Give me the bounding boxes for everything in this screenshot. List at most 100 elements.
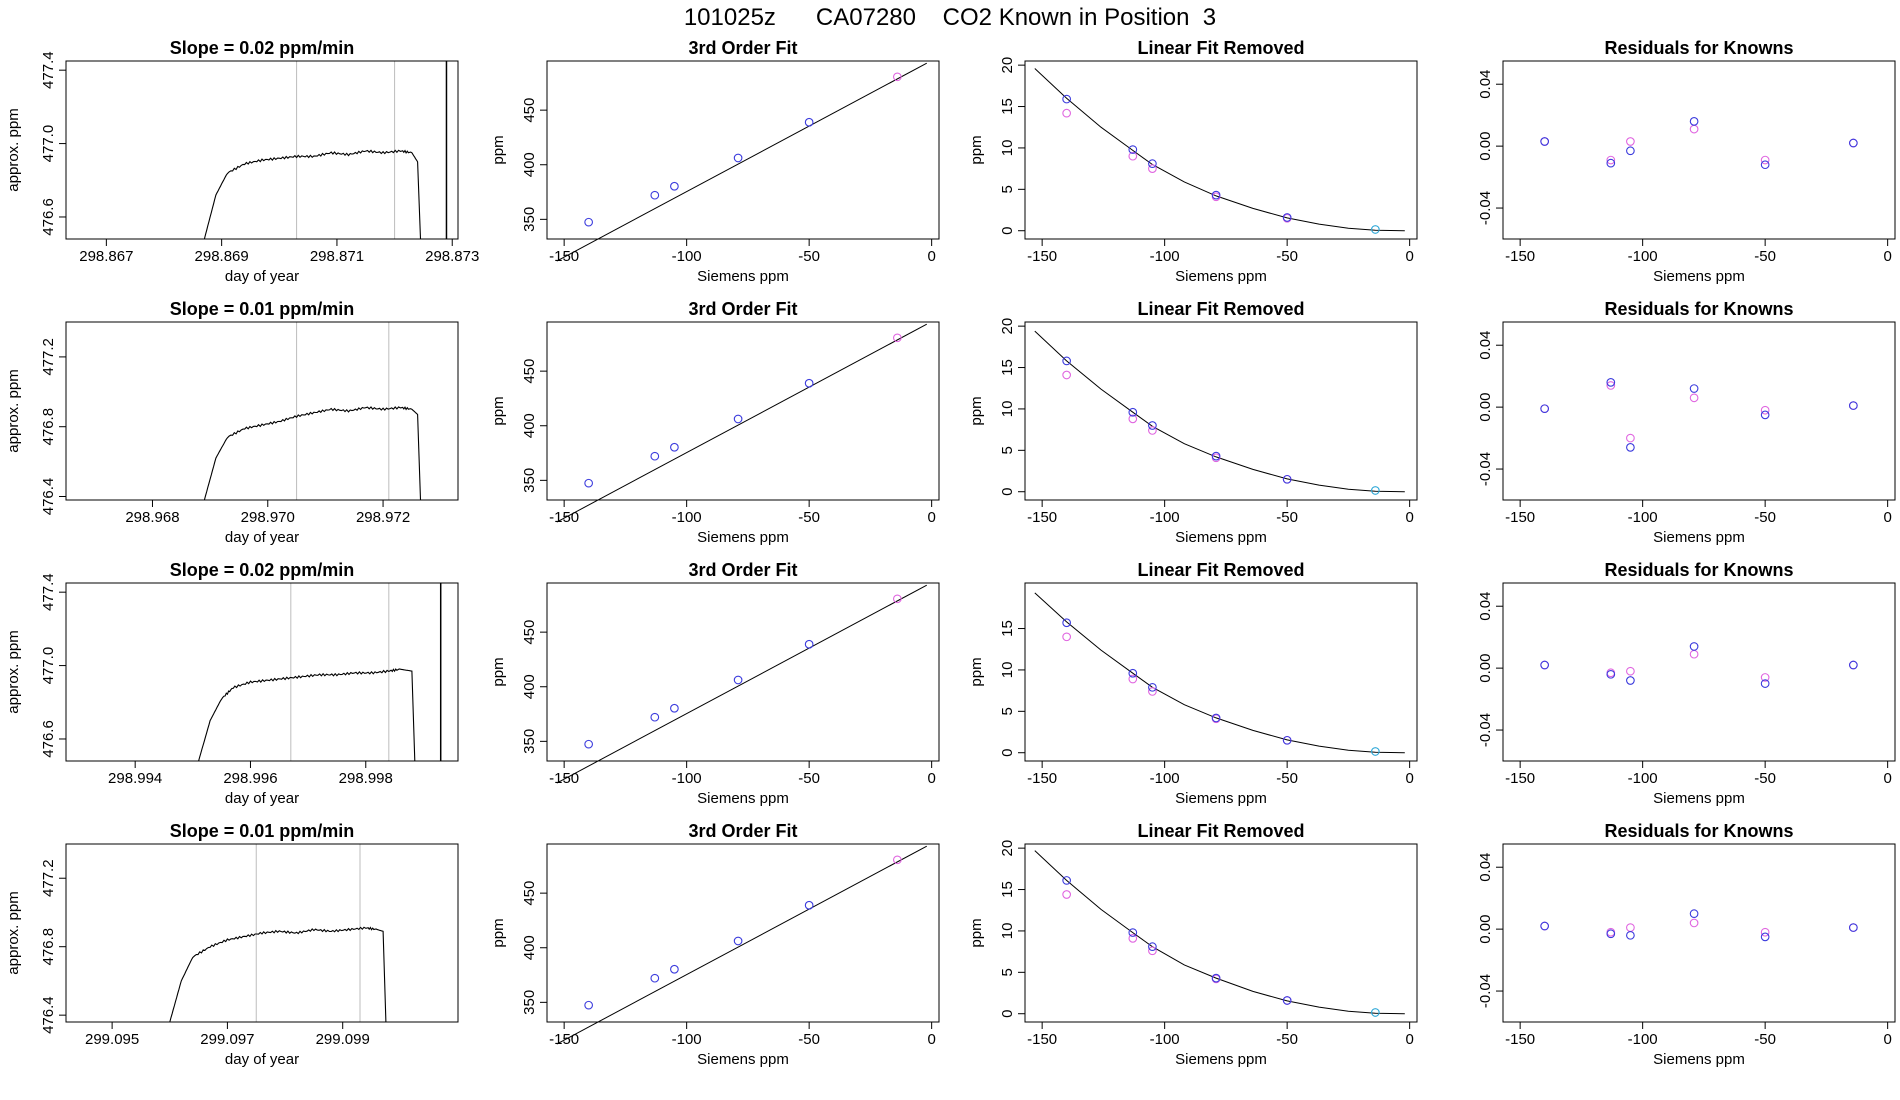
x-axis-label: day of year <box>225 529 299 546</box>
data-point-blue <box>1626 930 1635 940</box>
data-point-blue <box>1128 145 1138 154</box>
x-tick-label: -150 <box>1505 509 1535 526</box>
y-tick-label: 0 <box>999 488 1016 496</box>
x-axis-label: Siemens ppm <box>697 790 789 807</box>
data-point-magenta <box>1128 414 1138 424</box>
panel-title: Slope = 0.02 ppm/min <box>170 560 355 580</box>
data-point-blue <box>650 973 660 983</box>
data-point-blue <box>1282 213 1292 222</box>
data-point-magenta <box>1062 890 1072 899</box>
chart-panel-r2-residuals: Residuals for Knowns Siemens ppm -150 -100 -… <box>1477 299 1896 546</box>
x-tick-label: -150 <box>1027 248 1057 265</box>
chart-panel-r1-cubic_fit: 3rd Order Fit Siemens ppm ppm -150 -100 -50 0 3… <box>490 38 940 285</box>
plot-frame <box>1502 582 1896 762</box>
y-tick-label: 476.4 <box>40 996 57 1034</box>
x-tick-label: -50 <box>1754 248 1776 265</box>
x-tick-label: 298.998 <box>339 770 393 787</box>
data-point-blue <box>1849 401 1858 410</box>
data-point-blue <box>650 190 660 200</box>
data-point-blue <box>1689 117 1699 126</box>
x-tick-label: -50 <box>1276 509 1298 526</box>
x-tick-label: 0 <box>1883 248 1891 265</box>
x-axis-label: Siemens ppm <box>1175 529 1267 546</box>
chart-panel-r1-timeseries: Slope = 0.02 ppm/min day of year approx. p… <box>5 38 479 285</box>
data-point-blue <box>1689 642 1699 651</box>
x-axis-label: day of year <box>225 268 299 285</box>
plot-frame <box>546 843 940 1023</box>
data-point-magenta <box>893 333 902 343</box>
data-point-blue <box>1606 158 1616 168</box>
data-point-magenta <box>1689 124 1699 134</box>
y-tick-label: 477.0 <box>40 647 57 685</box>
y-tick-label: 5 <box>999 185 1016 193</box>
y-axis-label: ppm <box>490 918 507 947</box>
x-tick-label: -100 <box>1628 248 1658 265</box>
x-tick-label: 298.994 <box>108 770 162 787</box>
y-tick-label: 5 <box>999 968 1016 976</box>
plot-frame <box>65 60 459 240</box>
data-point-blue <box>1626 443 1635 452</box>
data-point-magenta <box>1128 934 1138 943</box>
x-tick-label: -150 <box>1505 1031 1535 1048</box>
data-point-blue <box>1062 356 1072 366</box>
x-axis-label: Siemens ppm <box>1653 790 1745 807</box>
y-axis-label: ppm <box>968 396 985 425</box>
plot-frame <box>546 582 940 762</box>
data-point-magenta <box>1148 687 1157 696</box>
y-tick-label: 5 <box>999 707 1016 715</box>
x-tick-label: 0 <box>927 509 935 526</box>
data-point-blue <box>804 117 814 127</box>
x-tick-label: 298.867 <box>79 248 133 265</box>
data-point-blue <box>650 712 660 722</box>
y-tick-label: 15 <box>999 98 1016 115</box>
data-point-blue <box>1689 384 1699 393</box>
data-point-blue <box>804 378 814 388</box>
x-tick-label: 298.869 <box>195 248 249 265</box>
data-point-blue <box>1760 160 1770 170</box>
x-axis-label: Siemens ppm <box>697 529 789 546</box>
x-tick-label: -150 <box>1505 248 1535 265</box>
y-tick-label: 350 <box>521 990 538 1015</box>
y-tick-label: 350 <box>521 729 538 754</box>
x-tick-label: -50 <box>1276 1031 1298 1048</box>
fit-line <box>556 323 927 523</box>
chart-panel-r3-timeseries: Slope = 0.02 ppm/min day of year approx. p… <box>5 560 459 807</box>
y-tick-label: 477.2 <box>40 338 57 376</box>
x-tick-label: 299.097 <box>200 1031 254 1048</box>
ppm-trace-line <box>203 149 422 240</box>
y-tick-label: 10 <box>999 140 1016 157</box>
data-point-blue <box>1606 669 1616 679</box>
data-point-blue <box>1760 679 1770 688</box>
ppm-trace-line <box>169 926 387 1023</box>
data-point-blue <box>1849 660 1858 670</box>
chart-panel-r2-cubic_fit: 3rd Order Fit Siemens ppm ppm -150 -100 -50 0 3… <box>490 299 940 546</box>
x-axis-label: Siemens ppm <box>697 1051 789 1068</box>
chart-panel-r2-linear_removed: Linear Fit Removed Siemens ppm ppm -150 -100… <box>968 299 1418 546</box>
y-tick-label: 450 <box>521 620 538 645</box>
data-point-blue <box>1211 190 1221 200</box>
plot-frame <box>1502 60 1896 240</box>
x-tick-label: -100 <box>672 509 702 526</box>
data-point-magenta <box>1760 927 1770 937</box>
chart-panel-r4-timeseries: Slope = 0.01 ppm/min day of year approx. p… <box>5 821 459 1068</box>
y-tick-label: 476.4 <box>40 478 57 516</box>
data-point-magenta <box>893 594 902 604</box>
data-point-blue <box>584 217 594 227</box>
x-axis-label: Siemens ppm <box>1653 529 1745 546</box>
y-tick-label: 0.00 <box>1477 654 1494 683</box>
y-tick-label: 15 <box>999 881 1016 898</box>
chart-panel-r4-cubic_fit: 3rd Order Fit Siemens ppm ppm -150 -100 -50 0 3… <box>490 821 940 1068</box>
fit-curve <box>1034 330 1405 493</box>
x-tick-label: -100 <box>1628 770 1658 787</box>
data-point-magenta <box>1626 923 1635 932</box>
chart-panel-r4-residuals: Residuals for Knowns Siemens ppm -150 -100 -… <box>1477 821 1896 1068</box>
data-point-blue <box>1606 378 1616 387</box>
x-tick-label: -150 <box>1505 770 1535 787</box>
y-tick-label: 477.2 <box>40 859 57 897</box>
x-tick-label: 0 <box>1883 509 1891 526</box>
x-tick-label: -150 <box>549 509 579 526</box>
fit-curve <box>1034 68 1405 232</box>
y-tick-label: 10 <box>999 662 1016 679</box>
fit-line <box>556 62 927 262</box>
x-tick-label: 0 <box>1405 770 1413 787</box>
